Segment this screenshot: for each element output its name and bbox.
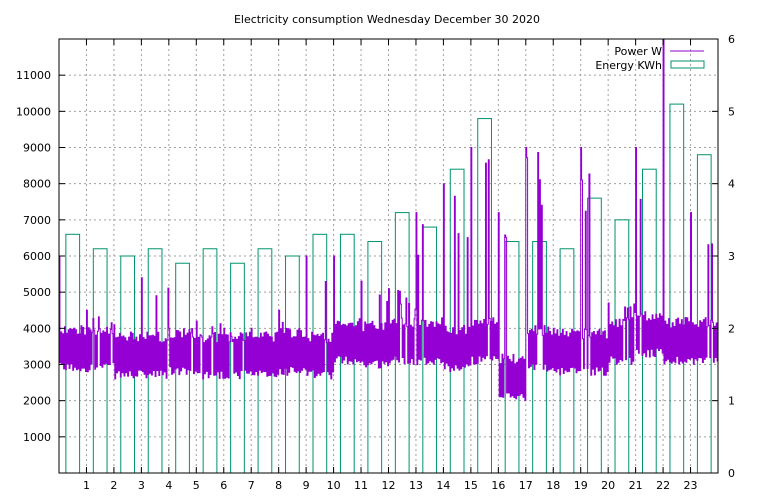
x-tick-label: 7 — [248, 479, 255, 492]
x-tick-label: 4 — [165, 479, 172, 492]
x-tick-label: 1 — [83, 479, 90, 492]
y-left-tick-label: 7000 — [23, 214, 51, 227]
x-tick-label: 21 — [629, 479, 643, 492]
power-line-layer — [59, 38, 718, 402]
y-right-tick-label: 4 — [728, 178, 735, 191]
y-right-tick-label: 5 — [728, 105, 735, 118]
x-tick-label: 15 — [464, 479, 478, 492]
grid — [59, 39, 718, 473]
x-tick-label: 14 — [436, 479, 450, 492]
x-tick-label: 12 — [382, 479, 396, 492]
energy-bar — [669, 103, 685, 474]
chart-title: Electricity consumption Wednesday Decemb… — [234, 13, 540, 26]
x-tick-label: 6 — [220, 479, 227, 492]
y-right-tick-label: 0 — [728, 467, 735, 480]
x-tick-label: 20 — [601, 479, 615, 492]
y-right-tick-label: 1 — [728, 395, 735, 408]
legend-label-power: Power W — [614, 45, 662, 58]
y-left-tick-label: 4000 — [23, 322, 51, 335]
y-left-tick-label: 10000 — [16, 105, 51, 118]
y-left-tick-label: 1000 — [23, 431, 51, 444]
y-right-tick-label: 6 — [728, 33, 735, 46]
power-line — [59, 38, 718, 402]
y-right-tick-label: 2 — [728, 322, 735, 335]
legend-label-energy: Energy KWh — [595, 59, 662, 72]
x-tick-label: 22 — [656, 479, 670, 492]
legend-swatch-energy — [670, 60, 705, 69]
y-left-tick-label: 8000 — [23, 178, 51, 191]
y-left-tick-label: 2000 — [23, 395, 51, 408]
y-left-tick-label: 5000 — [23, 286, 51, 299]
y-right-tick-label: 3 — [728, 250, 735, 263]
y-left-tick-label: 9000 — [23, 142, 51, 155]
x-tick-label: 11 — [354, 479, 368, 492]
legend: Power W Energy KWh — [595, 45, 705, 72]
x-tick-label: 10 — [327, 479, 341, 492]
x-tick-label: 17 — [519, 479, 533, 492]
y-left-tick-label: 3000 — [23, 359, 51, 372]
x-tick-label: 19 — [574, 479, 588, 492]
x-tick-label: 8 — [275, 479, 282, 492]
y-left-tick-label: 6000 — [23, 250, 51, 263]
x-tick-label: 2 — [110, 479, 117, 492]
x-tick-label: 5 — [193, 479, 200, 492]
x-tick-label: 3 — [138, 479, 145, 492]
energy-bar — [449, 168, 465, 474]
axes: 1 2 3 4 5 6 7 8 9 10 11 12 13 14 15 16 17 18 19 20 21 22 23100… — [16, 33, 735, 492]
x-tick-label: 18 — [546, 479, 560, 492]
x-tick-label: 16 — [491, 479, 505, 492]
x-tick-label: 23 — [684, 479, 698, 492]
y-left-tick-label: 11000 — [16, 69, 51, 82]
x-tick-label: 9 — [303, 479, 310, 492]
x-tick-label: 13 — [409, 479, 423, 492]
